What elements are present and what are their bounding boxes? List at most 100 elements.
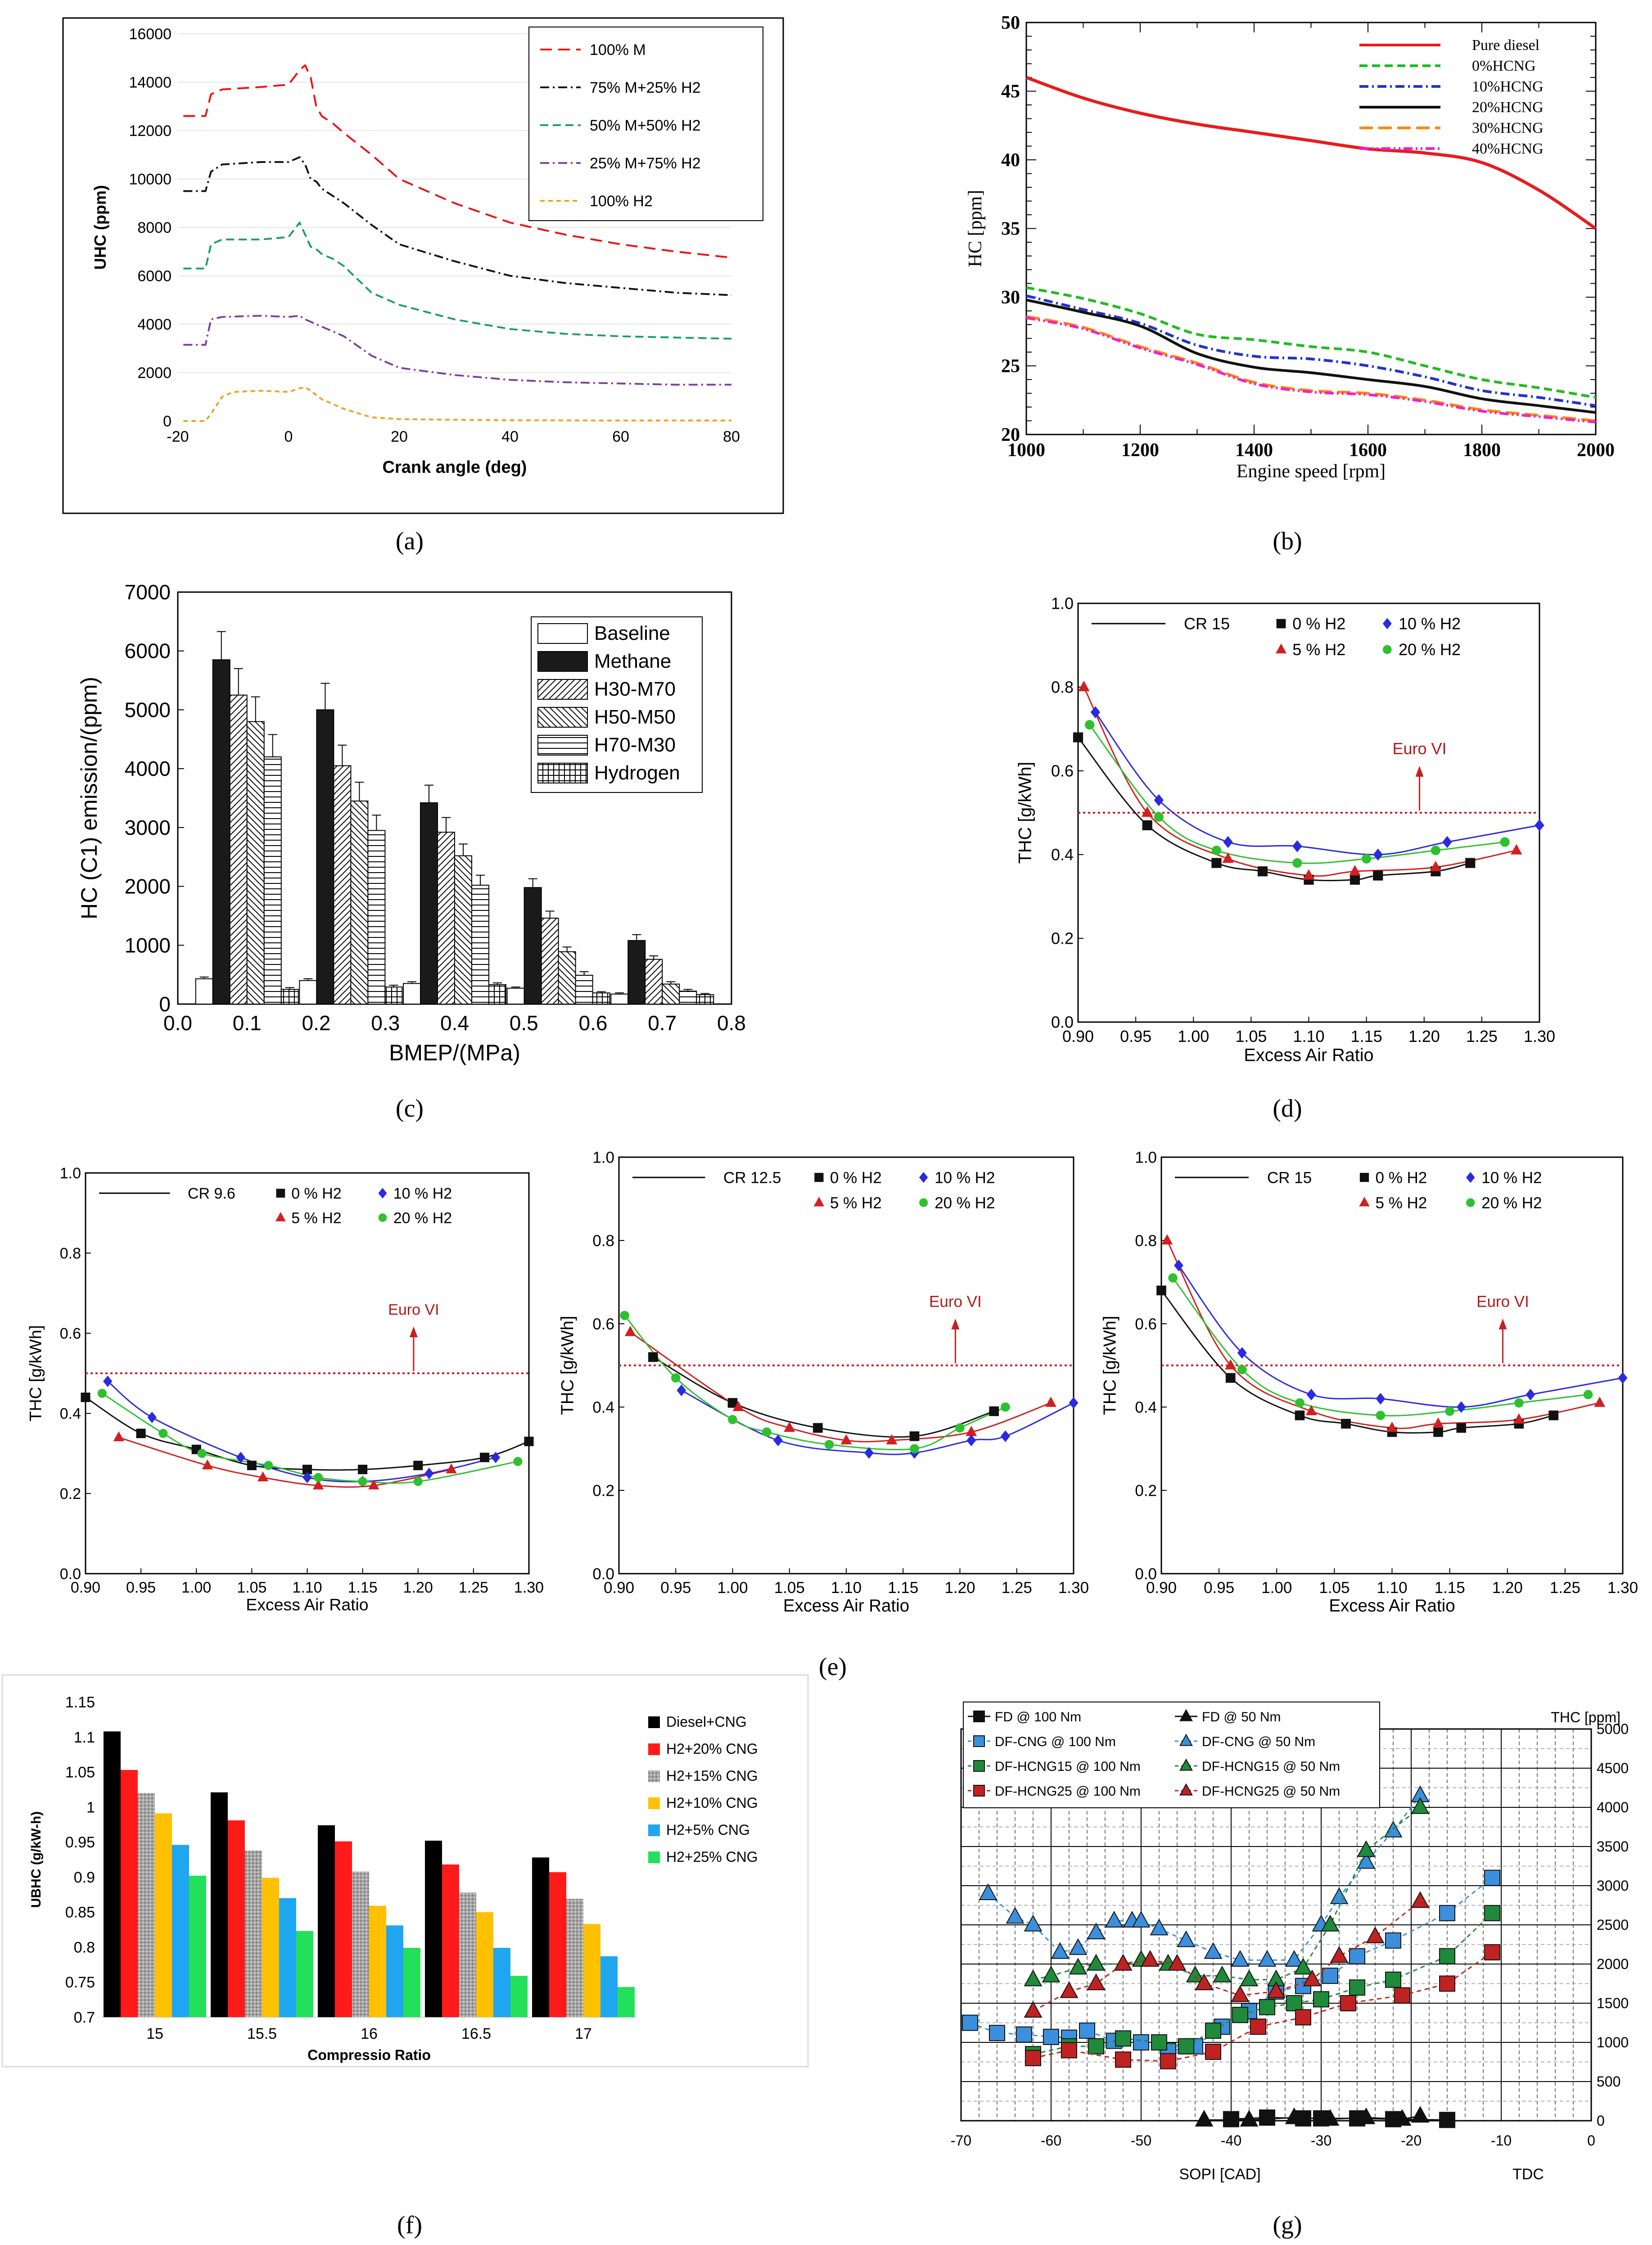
data-point: [1535, 819, 1544, 832]
data-point: [1115, 2051, 1131, 2068]
y-tick-label: 0.0: [592, 1565, 614, 1583]
legend-label: H2+10% CNG: [666, 1795, 758, 1811]
legend-marker: [973, 1735, 985, 1747]
legend-marker: [1382, 645, 1392, 654]
bar: [384, 987, 403, 1005]
bar: [524, 887, 542, 1005]
data-point: [1177, 1930, 1196, 1947]
y-tick-label: 25: [1001, 356, 1020, 377]
legend-swatch: [537, 763, 588, 783]
x-tick-label: 1.05: [1319, 1579, 1350, 1597]
data-point: [1024, 2001, 1043, 2018]
data-point: [1386, 1421, 1398, 1432]
series-line: [183, 156, 732, 296]
data-point: [910, 1444, 919, 1453]
data-point: [1439, 1905, 1455, 1921]
data-point: [1445, 1406, 1454, 1416]
bar: [172, 1845, 189, 2017]
series-line: [988, 1795, 1421, 1961]
data-point: [202, 1459, 213, 1470]
x-tick-label: 1.20: [944, 1579, 975, 1597]
data-point: [314, 1473, 323, 1482]
legend-swatch: [648, 1743, 660, 1755]
legend-label: Baseline: [594, 622, 670, 644]
y-tick-label: 6000: [137, 267, 172, 285]
chart-e1-thc-cr96: 0.90 0.95 1.00 1.05 1.10 1.15 1.20 1.25 1.30 0.0 0…: [26, 1165, 544, 1614]
series-line: [1033, 1912, 1493, 2055]
data-point: [1411, 1797, 1430, 1814]
y-tick-label: 0: [1597, 2113, 1605, 2129]
data-point: [648, 1352, 658, 1362]
y-axis-title: THC [g/kWh]: [26, 1325, 45, 1421]
legend-label: 0 % H2: [1292, 615, 1345, 633]
bar: [212, 659, 230, 1005]
legend-marker: [1466, 1198, 1475, 1207]
data-point: [1594, 1396, 1606, 1407]
data-point: [1223, 836, 1233, 848]
data-point: [1465, 858, 1476, 868]
chart-d-thc-cr15: 0.90 0.95 1.00 1.05 1.10 1.15 1.20 1.25 1.30 0.0 0…: [1016, 594, 1555, 1065]
legend-box: [528, 27, 763, 221]
bar: [352, 1871, 369, 2017]
legend-label: 100% M: [590, 41, 646, 59]
data-point: [966, 1434, 976, 1447]
legend-swatch: [537, 735, 588, 756]
x-tick-label: -20: [1401, 2132, 1422, 2149]
bar: [459, 1892, 476, 2017]
legend-label: 75% M+25% H2: [590, 79, 701, 96]
y-tick-label: 0.0: [1051, 1013, 1074, 1032]
data-point: [1114, 1954, 1133, 1971]
data-point: [1240, 2109, 1259, 2127]
data-point: [1394, 1987, 1410, 2004]
y-tick-label: 0.2: [1051, 929, 1074, 948]
chart-f-ubhc-compression-ratio: 0.7 0.75 0.8 0.85 0.9 0.95 1 1.05 1.1 1.15 15 15.5 1…: [29, 1694, 758, 2063]
y-tick-label: 0.6: [592, 1315, 614, 1333]
bar: [299, 980, 317, 1005]
legend-label: DF-HCNG25 @ 100 Nm: [995, 1784, 1141, 1799]
data-point: [1178, 2038, 1194, 2055]
bar: [228, 1820, 245, 2017]
y-tick-label: 0.4: [1051, 846, 1074, 864]
y-tick-label: 0.8: [1135, 1232, 1157, 1249]
data-point: [677, 1384, 686, 1397]
series-line: [1033, 1951, 1493, 2062]
x-tick-label: 1.05: [237, 1579, 266, 1596]
x-tick-label: 0.3: [371, 1011, 400, 1035]
fit-curve: [681, 1390, 1074, 1455]
x-tick-label: -70: [951, 2132, 971, 2149]
series-line: [1026, 316, 1596, 424]
y-tick-label: 12000: [129, 122, 172, 140]
data-point: [1087, 1973, 1106, 1991]
data-point: [1259, 2109, 1275, 2126]
data-point: [1222, 852, 1234, 863]
data-point: [1006, 1907, 1025, 1924]
legend-marker: [919, 1198, 928, 1207]
data-point: [491, 1452, 501, 1463]
data-point: [1433, 1427, 1443, 1437]
data-point: [1431, 846, 1440, 855]
y-tick-label: 0.7: [74, 2009, 95, 2026]
legend-label: 20 % H2: [1481, 1194, 1542, 1212]
data-point: [732, 1401, 744, 1411]
bar: [532, 1857, 549, 2017]
data-point: [620, 1311, 629, 1320]
x-axis-title: Excess Air Ratio: [783, 1596, 909, 1616]
data-point: [1258, 1950, 1277, 1967]
bar: [369, 1906, 386, 2017]
bar: [476, 1912, 493, 2017]
data-point: [1115, 2030, 1131, 2047]
x-tick-label: 1.25: [459, 1579, 488, 1596]
data-point: [312, 1479, 324, 1489]
data-point: [1294, 1958, 1313, 1975]
x-tick-label: -30: [1311, 2132, 1332, 2149]
data-point: [1292, 840, 1302, 852]
x-tick-label: 1.05: [774, 1579, 805, 1597]
y-tick-label: 4500: [1597, 1760, 1629, 1776]
data-point: [1088, 2038, 1104, 2055]
panel-label-f: (f): [397, 2211, 422, 2239]
x-tick-label: 0: [1587, 2132, 1595, 2149]
legend: 100% M 75% M+25% H2 50% M+50% H2 25% M+75% …: [528, 27, 763, 221]
data-point: [1514, 1398, 1524, 1408]
data-point: [1001, 1430, 1010, 1442]
data-point: [762, 1427, 772, 1437]
